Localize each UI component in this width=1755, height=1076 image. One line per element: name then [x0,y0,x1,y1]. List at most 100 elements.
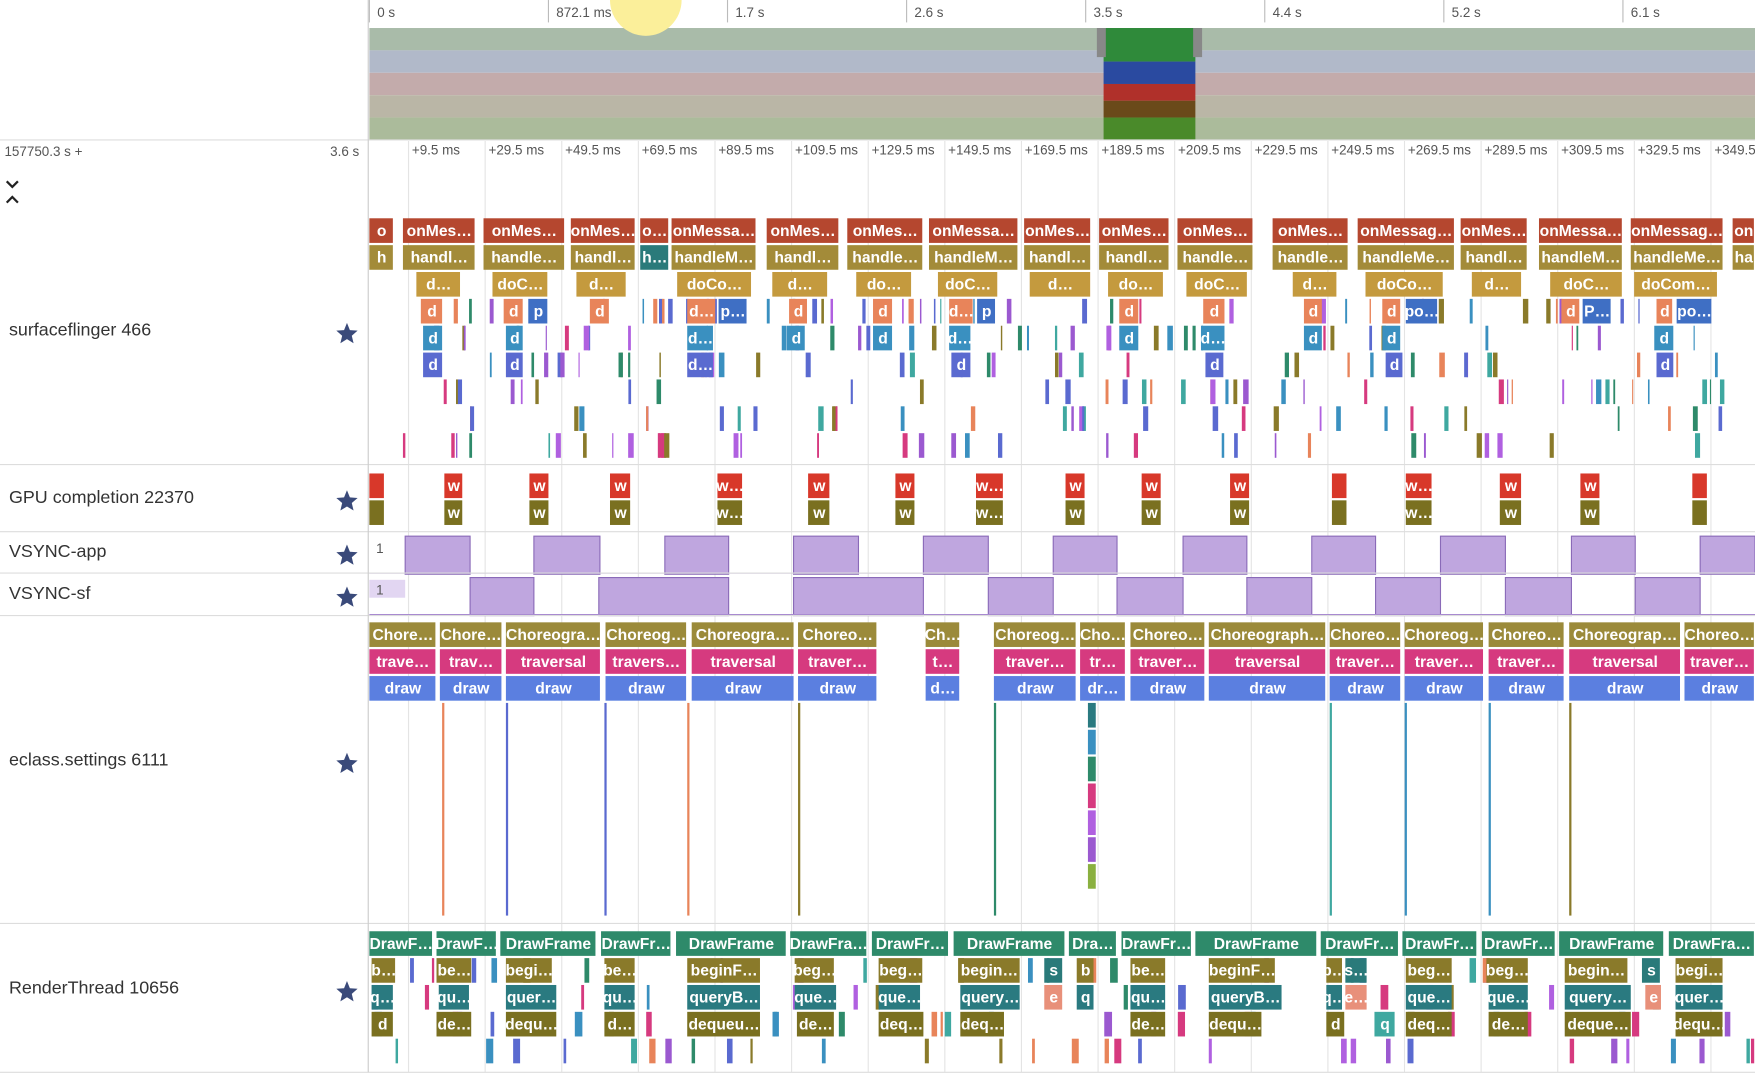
slice[interactable] [1080,676,1125,701]
slice[interactable] [925,676,960,701]
slice[interactable] [423,325,443,351]
slice[interactable] [1404,676,1484,701]
slice[interactable] [873,325,893,351]
slice[interactable] [505,325,523,351]
slice[interactable] [1404,649,1484,674]
slice[interactable] [925,622,960,647]
slice[interactable] [605,622,687,647]
slice[interactable] [977,298,996,324]
slice[interactable] [423,352,443,378]
slice[interactable] [1405,500,1432,525]
slice[interactable] [871,931,949,956]
slice[interactable] [436,931,496,956]
slice[interactable] [873,298,893,324]
slice[interactable] [677,272,752,297]
slice[interactable] [369,218,393,243]
slice[interactable] [369,931,433,956]
slice[interactable] [1065,473,1085,499]
slice[interactable] [1561,298,1580,324]
slice[interactable] [1068,931,1116,956]
slice[interactable] [1499,500,1522,525]
slice[interactable] [1404,622,1484,647]
slice[interactable] [1076,984,1094,1010]
slice[interactable] [1656,298,1673,324]
slice[interactable] [1564,958,1628,983]
slice[interactable] [1329,676,1401,701]
slice[interactable] [1177,218,1253,243]
slice[interactable] [505,352,523,378]
slice[interactable] [570,218,635,243]
slice[interactable] [847,245,923,270]
slice[interactable] [505,649,600,674]
slice[interactable] [1272,218,1348,243]
slice[interactable] [1130,958,1166,983]
slice[interactable] [796,1011,834,1037]
slice[interactable] [500,931,596,956]
slice[interactable] [1684,649,1754,674]
slice[interactable] [1130,676,1205,701]
slice[interactable] [640,218,669,243]
slice[interactable] [1382,298,1401,324]
slice[interactable] [1634,272,1717,297]
slice[interactable] [1208,958,1275,983]
slice[interactable] [503,298,523,324]
slice[interactable] [576,272,626,297]
slice[interactable] [808,473,830,499]
slice[interactable] [766,245,839,270]
slice[interactable] [1141,500,1161,525]
slice[interactable] [1303,298,1322,324]
slice[interactable] [878,1011,924,1037]
slice[interactable] [1538,245,1622,270]
slice[interactable] [671,218,756,243]
slice[interactable] [1065,500,1085,525]
slice[interactable] [420,298,443,324]
slice[interactable] [691,622,794,647]
pin-star[interactable] [336,752,358,773]
slice[interactable] [1569,622,1681,647]
slice[interactable] [1044,984,1063,1010]
slice[interactable] [794,958,834,983]
slice[interactable] [1550,272,1622,297]
slice[interactable] [1675,1011,1723,1037]
slice[interactable] [975,500,1003,525]
slice[interactable] [1357,245,1454,270]
slice[interactable] [483,218,565,243]
slice[interactable] [439,649,502,674]
slice[interactable] [798,676,877,701]
slice[interactable] [402,245,475,270]
slice[interactable] [1108,272,1163,297]
slice[interactable] [640,245,669,270]
slice[interactable] [570,245,635,270]
slice[interactable] [676,931,786,956]
slice[interactable] [1205,352,1224,378]
slice[interactable] [1488,649,1564,674]
slice[interactable] [949,325,971,351]
slice[interactable] [960,1011,1004,1037]
slice[interactable] [1471,272,1522,297]
slice[interactable] [1569,649,1681,674]
slice[interactable] [1203,298,1225,324]
slice[interactable] [1208,676,1326,701]
slice[interactable] [1569,676,1681,701]
slice[interactable] [505,984,557,1010]
slice[interactable] [1656,352,1674,378]
slice[interactable] [993,649,1076,674]
slice[interactable] [1024,245,1091,270]
slice[interactable] [1580,500,1600,525]
slice[interactable] [928,245,1018,270]
pin-star[interactable] [336,586,358,607]
slice[interactable] [483,245,565,270]
slice[interactable] [687,298,716,324]
slice[interactable] [878,984,921,1010]
slice[interactable] [1099,218,1169,243]
slice[interactable] [439,622,502,647]
slice[interactable] [1538,218,1622,243]
slice[interactable] [1119,298,1139,324]
slice[interactable] [605,649,687,674]
slice[interactable] [505,676,600,701]
slice[interactable] [1130,649,1205,674]
slice[interactable] [687,958,760,983]
slice[interactable] [1230,473,1250,499]
slice[interactable] [505,1011,557,1037]
slice[interactable] [1208,649,1326,674]
